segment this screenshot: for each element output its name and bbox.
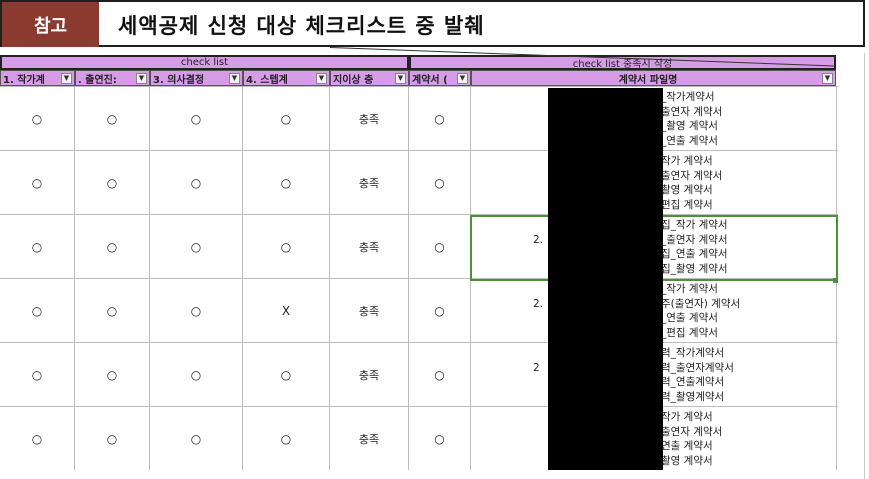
filename-line: 출연자 계약서 <box>661 105 723 118</box>
table-row: ○ ○ ○ ○ 충족 ○ _작가계약서 출연자 계약서 _촬영 계약서 _연출 계약서 <box>0 86 838 150</box>
filename-line: _작가 계약서 <box>661 283 718 295</box>
filename-line: _출연자 계약서 <box>661 233 728 246</box>
column-header[interactable]: 계약서 ( ▼ <box>409 70 471 86</box>
table-cell[interactable]: ○ <box>75 407 150 470</box>
table-row: ○ ○ ○ X 충족 ○ 2. _작가 계약서 주(출연자) 계약서 _연출 계약서 _편집 계약서 <box>0 278 838 342</box>
filename-line: 작가 계약서 <box>661 155 713 167</box>
table-cell[interactable]: ○ <box>409 215 471 278</box>
filename-line: 집_작가 계약서 <box>661 219 728 231</box>
table-cell[interactable]: X <box>243 279 330 342</box>
table-row: ○ ○ ○ ○ 충족 ○ 2. 집_작가 계약서 _출연자 계약서 집_연출 계약서 집_촬영 계약… <box>0 214 838 278</box>
table-cell[interactable]: ○ <box>75 215 150 278</box>
filename-line: 출연자 계약서 <box>661 169 723 182</box>
filename-prefix: 2. <box>533 298 544 310</box>
column-header[interactable]: 1. 작가계 ▼ <box>0 70 75 86</box>
title-banner: 참고 세액공제 신청 대상 체크리스트 중 발췌 <box>0 0 865 47</box>
table-cell[interactable]: ○ <box>243 343 330 406</box>
table-cell[interactable]: ○ <box>409 87 471 150</box>
filename-line: 편집 계약서 <box>661 198 713 211</box>
filter-dropdown-icon[interactable]: ▼ <box>457 72 468 84</box>
table-cell[interactable]: 충족 <box>330 87 409 150</box>
filter-dropdown-icon[interactable]: ▼ <box>822 72 833 84</box>
filename-line: 집_연출 계약서 <box>661 248 728 260</box>
filter-dropdown-icon[interactable]: ▼ <box>61 72 72 84</box>
table-cell[interactable]: ○ <box>75 151 150 214</box>
filename-line: 력_촬영계약서 <box>661 390 725 403</box>
table-cell[interactable]: ○ <box>243 151 330 214</box>
table-row: ○ ○ ○ ○ 충족 ○ 작가 계약서 출연자 계약서 연출 계약서 촬영 계약서 <box>0 406 838 470</box>
filename-prefix: 2 <box>533 362 540 374</box>
filename-line: 연출 계약서 <box>661 440 713 452</box>
filter-dropdown-icon[interactable]: ▼ <box>229 72 240 84</box>
filter-dropdown-icon[interactable]: ▼ <box>136 72 147 84</box>
table-cell[interactable]: ○ <box>150 407 243 470</box>
filename-line: 주(출연자) 계약서 <box>661 297 741 310</box>
filename-line: 작가 계약서 <box>661 411 713 423</box>
filename-line: 집_촬영 계약서 <box>661 262 728 275</box>
filename-line: _작가계약서 <box>661 91 715 103</box>
table-cell[interactable]: ○ <box>150 343 243 406</box>
spreadsheet: check list check list 충족시 작성 1. 작가계 ▼ . … <box>0 47 869 479</box>
table-cell[interactable]: ○ <box>243 407 330 470</box>
filename-line: 력_작가계약서 <box>661 347 725 359</box>
column-header-filename[interactable]: 계약서 파일명 ▼ <box>471 70 836 86</box>
reference-tag: 참고 <box>2 2 99 47</box>
column-header[interactable]: 지이상 충 ▼ <box>330 70 409 86</box>
column-header[interactable]: 4. 스텝계 ▼ <box>243 70 330 86</box>
table-cell[interactable]: ○ <box>409 151 471 214</box>
table-row: ○ ○ ○ ○ 충족 ○ 작가 계약서 출연자 계약서 촬영 계약서 편집 계약서 <box>0 150 838 214</box>
filename-line: _촬영 계약서 <box>661 120 718 132</box>
table-cell[interactable]: ○ <box>150 279 243 342</box>
page-title: 세액공제 신청 대상 체크리스트 중 발췌 <box>118 13 485 38</box>
table-cell[interactable]: 충족 <box>330 151 409 214</box>
filename-line: 출연자 계약서 <box>661 425 723 438</box>
table-cell[interactable]: ○ <box>0 343 75 406</box>
table-cell[interactable]: ○ <box>0 151 75 214</box>
table-cell[interactable]: 충족 <box>330 215 409 278</box>
column-header[interactable]: . 출연진: ▼ <box>75 70 150 86</box>
table-cell[interactable]: ○ <box>150 215 243 278</box>
fill-handle[interactable] <box>833 278 838 283</box>
filter-dropdown-icon[interactable]: ▼ <box>316 72 327 84</box>
filename-line: 력_연출계약서 <box>661 376 725 388</box>
filename-line: 력_출연자계약서 <box>661 361 734 374</box>
filename-line: _연출 계약서 <box>661 312 718 324</box>
filename-line: _연출 계약서 <box>661 134 718 147</box>
filename-line: 촬영 계약서 <box>661 454 713 467</box>
table-cell[interactable]: ○ <box>150 151 243 214</box>
table-cell[interactable]: ○ <box>0 87 75 150</box>
table-cell[interactable]: ○ <box>243 87 330 150</box>
table-cell[interactable]: ○ <box>150 87 243 150</box>
table-cell[interactable]: 충족 <box>330 343 409 406</box>
table-cell[interactable]: ○ <box>75 87 150 150</box>
table-cell[interactable]: ○ <box>75 343 150 406</box>
table-cell[interactable]: ○ <box>409 279 471 342</box>
table-cell[interactable]: ○ <box>243 215 330 278</box>
table-cell[interactable]: 충족 <box>330 407 409 470</box>
table-cell[interactable]: ○ <box>0 279 75 342</box>
filter-dropdown-icon[interactable]: ▼ <box>395 72 406 84</box>
table-cell[interactable]: 충족 <box>330 279 409 342</box>
filename-line: 촬영 계약서 <box>661 184 713 196</box>
column-header[interactable]: 3. 의사결정 ▼ <box>150 70 243 86</box>
group-header-checklist: check list <box>0 55 409 70</box>
table-cell[interactable]: ○ <box>0 215 75 278</box>
filename-prefix: 2. <box>533 234 544 246</box>
table-row: ○ ○ ○ ○ 충족 ○ 2 력_작가계약서 력_출연자계약서 력_연출계약서 력_촬영계약서 <box>0 342 838 406</box>
table-cell[interactable]: ○ <box>75 279 150 342</box>
gridline <box>864 53 865 479</box>
group-header-write: check list 충족시 작성 <box>409 55 836 70</box>
table-cell[interactable]: ○ <box>0 407 75 470</box>
filename-line: _편집 계약서 <box>661 326 718 339</box>
redaction-block <box>548 88 663 470</box>
table-cell[interactable]: ○ <box>409 343 471 406</box>
table-cell[interactable]: ○ <box>409 407 471 470</box>
